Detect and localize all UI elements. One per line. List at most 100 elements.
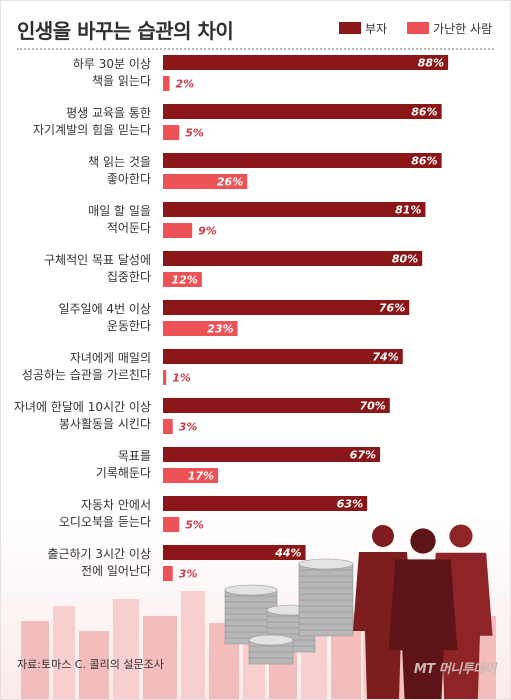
bar-poor xyxy=(163,370,167,385)
bar-rich xyxy=(163,104,442,119)
category-label: 오디오북을 듣는다 xyxy=(59,515,151,529)
bar-value-rich: 70% xyxy=(359,400,385,413)
bar-value-rich: 80% xyxy=(392,253,418,266)
bar-poor xyxy=(163,223,193,238)
category-label: 전에 일어난다 xyxy=(81,564,151,578)
bar-rich xyxy=(163,447,381,462)
category-label: 자기계발의 힘을 믿는다 xyxy=(33,123,151,137)
category-label: 자녀에게 매일의 xyxy=(70,351,151,365)
category-label: 매일 할 일을 xyxy=(88,204,151,218)
bar-value-rich: 76% xyxy=(379,302,405,315)
coin xyxy=(298,599,354,607)
category-label: 자녀에 한달에 10시간 이상 xyxy=(14,400,151,414)
bar-value-poor: 12% xyxy=(172,274,198,287)
coin xyxy=(224,595,278,603)
category-label: 책을 읽는다 xyxy=(92,73,151,88)
building-silhouette xyxy=(113,599,139,699)
businessman-head xyxy=(449,524,473,548)
decoration-background xyxy=(21,524,496,699)
bar-value-rich: 81% xyxy=(395,204,421,217)
bar-value-poor: 23% xyxy=(207,323,233,336)
bar-rich xyxy=(163,251,423,266)
bar-poor xyxy=(163,419,173,434)
bar-value-poor: 9% xyxy=(198,225,217,238)
category-label: 좋아한다 xyxy=(107,172,151,186)
bar-poor xyxy=(163,272,202,287)
coin xyxy=(298,605,354,613)
coin xyxy=(298,587,354,595)
category-label: 구체적인 목표 달성에 xyxy=(44,253,151,267)
category-label: 운동한다 xyxy=(107,319,151,333)
bar-value-poor: 5% xyxy=(185,519,204,532)
building-silhouette xyxy=(79,631,109,699)
coin xyxy=(298,581,354,589)
chart-title: 인생을 바꾸는 습관의 차이 xyxy=(17,19,234,43)
coin xyxy=(298,611,354,619)
category-label: 일주일에 4번 이상 xyxy=(58,302,151,316)
bar-rich xyxy=(163,398,390,413)
legend-label-rich: 부자 xyxy=(365,21,388,36)
title-divider xyxy=(17,48,494,50)
category-label: 봉사활동을 시킨다 xyxy=(59,417,151,431)
bar-rich xyxy=(163,496,368,511)
bar-poor xyxy=(163,517,180,532)
businessman-head xyxy=(372,525,394,547)
bar-rich xyxy=(163,55,449,70)
bar-value-poor: 3% xyxy=(179,421,198,434)
bar-rich xyxy=(163,349,403,364)
bar-value-rich: 74% xyxy=(372,351,398,364)
bar-poor xyxy=(163,468,219,483)
bar-value-rich: 88% xyxy=(418,57,444,70)
category-label: 성공하는 습관을 가르친다 xyxy=(22,368,151,382)
coin xyxy=(224,601,278,609)
coin xyxy=(298,569,354,577)
bar-poor xyxy=(163,125,180,140)
coin xyxy=(248,657,294,665)
coin-top xyxy=(224,584,278,596)
bar-poor xyxy=(163,76,170,91)
category-label: 평생 교육을 통한 xyxy=(66,106,151,120)
bar-value-rich: 67% xyxy=(350,449,376,462)
bar-value-rich: 44% xyxy=(274,547,301,560)
businessman-silhouette xyxy=(388,559,458,699)
coin xyxy=(248,651,294,659)
bar-poor xyxy=(163,321,238,336)
category-label: 책 읽는 것을 xyxy=(88,154,151,169)
bar-rich xyxy=(163,202,426,217)
bar-value-poor: 3% xyxy=(179,568,198,581)
bar-value-poor: 1% xyxy=(172,372,191,385)
coin xyxy=(248,645,294,653)
coin xyxy=(298,623,354,631)
coin xyxy=(298,593,354,601)
coin-top xyxy=(248,634,294,646)
category-label: 목표를 xyxy=(118,449,151,463)
bar-value-poor: 5% xyxy=(185,127,204,140)
businessman-head xyxy=(410,528,436,554)
legend-label-poor: 가난한 사람 xyxy=(433,21,493,36)
category-label: 집중한다 xyxy=(107,270,151,284)
legend-swatch-poor xyxy=(407,22,430,34)
building-silhouette xyxy=(143,616,177,699)
bar-poor xyxy=(163,174,248,189)
bar-rich xyxy=(163,153,442,168)
coin xyxy=(298,575,354,583)
category-label: 기록해둔다 xyxy=(96,466,151,480)
bar-value-poor: 26% xyxy=(217,176,243,189)
bar-value-rich: 63% xyxy=(337,498,363,511)
building-silhouette xyxy=(53,606,75,699)
bar-rich xyxy=(163,300,410,315)
source-note: 자료:토마스 C. 콜리의 설문조사 xyxy=(17,658,164,671)
bar-poor xyxy=(163,566,173,581)
coin xyxy=(298,617,354,625)
coin xyxy=(298,629,354,637)
legend: 부자 가난한 사람 xyxy=(339,18,503,38)
building-silhouette xyxy=(181,591,205,699)
bar-value-rich: 86% xyxy=(411,155,437,168)
bar-value-poor: 17% xyxy=(188,470,214,483)
bar-value-poor: 2% xyxy=(175,78,194,91)
category-label: 자동차 안에서 xyxy=(81,498,151,512)
coin-top xyxy=(298,558,354,570)
